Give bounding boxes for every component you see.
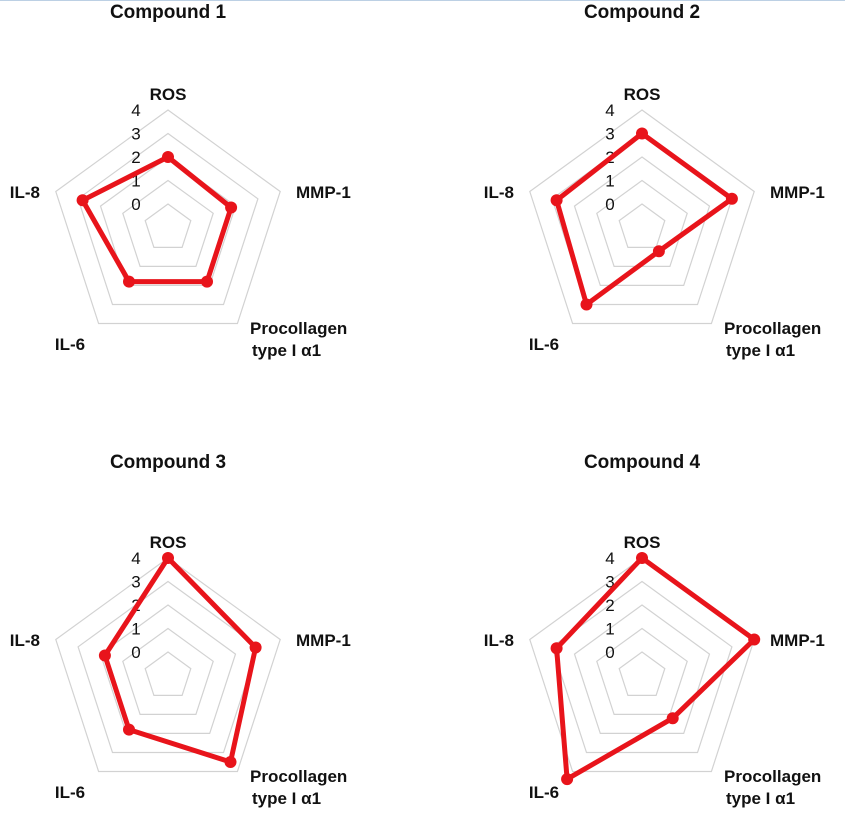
data-point bbox=[98, 649, 111, 662]
grid-ring bbox=[77, 132, 259, 306]
data-point bbox=[550, 194, 563, 207]
axis-label: IL-6 bbox=[55, 783, 85, 802]
data-point bbox=[201, 275, 213, 288]
grid-ring bbox=[618, 651, 666, 697]
series-line bbox=[102, 555, 259, 765]
axis-label: Procollagen type I α1 bbox=[250, 767, 347, 808]
tick-label: 3 bbox=[605, 573, 614, 592]
axis-label: ROS bbox=[624, 85, 661, 104]
grid-ring bbox=[529, 109, 755, 325]
axis-label: IL-6 bbox=[529, 335, 559, 354]
grid-ring bbox=[144, 651, 192, 697]
axis-label: IL-8 bbox=[10, 631, 40, 650]
tick-label: 0 bbox=[131, 195, 140, 214]
data-point bbox=[636, 127, 648, 140]
tick-label: 1 bbox=[131, 620, 140, 639]
tick-label: 1 bbox=[131, 172, 140, 191]
data-point bbox=[123, 275, 135, 288]
tick-label: 1 bbox=[605, 172, 614, 191]
axis-label: MMP-1 bbox=[770, 183, 825, 202]
tick-label: 0 bbox=[605, 643, 614, 662]
data-point bbox=[561, 773, 574, 786]
data-point bbox=[580, 298, 593, 311]
data-point bbox=[224, 756, 237, 768]
radar-chart-1: Compound 1 0 1 2 3 4 ROS MMP-1 Procollagen type I… bbox=[10, 2, 351, 360]
tick-label: 0 bbox=[605, 195, 614, 214]
axis-label: IL-6 bbox=[529, 783, 559, 802]
axis-label: IL-8 bbox=[10, 183, 40, 202]
data-point bbox=[76, 194, 89, 207]
tick-label: 3 bbox=[131, 125, 140, 144]
tick-label: 2 bbox=[605, 596, 614, 615]
axis-label: IL-8 bbox=[484, 183, 514, 202]
grid-ring bbox=[122, 627, 214, 716]
data-point bbox=[225, 201, 238, 214]
tick-label: 2 bbox=[131, 148, 140, 167]
data-point bbox=[748, 633, 761, 646]
data-point bbox=[725, 192, 738, 205]
data-point bbox=[550, 642, 563, 655]
chart-title: Compound 1 bbox=[110, 2, 227, 23]
tick-label: 4 bbox=[131, 101, 140, 120]
grid-ring bbox=[99, 156, 237, 286]
axis-label: IL-6 bbox=[55, 335, 85, 354]
grid-ring bbox=[573, 156, 711, 286]
chart-title: Compound 2 bbox=[584, 2, 700, 23]
chart-title: Compound 3 bbox=[110, 452, 226, 473]
tick-label: 0 bbox=[131, 643, 140, 662]
axis-label: ROS bbox=[150, 85, 187, 104]
data-point bbox=[162, 151, 174, 163]
grid-ring bbox=[55, 109, 281, 325]
tick-label: 3 bbox=[131, 573, 140, 592]
tick-label: 1 bbox=[605, 620, 614, 639]
data-point bbox=[249, 641, 262, 654]
tick-label: 4 bbox=[605, 101, 614, 120]
radar-chart-4: Compound 4 0 1 2 3 4 ROS MMP-1 Procollagen type I… bbox=[484, 452, 825, 808]
grid-ring bbox=[596, 627, 688, 716]
grid-ring bbox=[144, 203, 192, 248]
series-line bbox=[80, 154, 234, 285]
axis-label: MMP-1 bbox=[296, 631, 351, 650]
top-border-line bbox=[0, 0, 845, 1]
data-point bbox=[123, 723, 135, 736]
data-point bbox=[162, 552, 174, 564]
data-point bbox=[636, 552, 648, 564]
series-line bbox=[554, 131, 735, 307]
axis-label: Procollagen type I α1 bbox=[724, 319, 821, 360]
tick-label: 3 bbox=[605, 125, 614, 144]
tick-label: 4 bbox=[131, 549, 140, 568]
grid-ring bbox=[618, 203, 666, 248]
axis-label: Procollagen type I α1 bbox=[250, 319, 347, 360]
axis-label: Procollagen type I α1 bbox=[724, 767, 821, 808]
tick-label: 4 bbox=[605, 549, 614, 568]
axis-label: MMP-1 bbox=[296, 183, 351, 202]
grid-ring bbox=[596, 179, 688, 267]
chart-title: Compound 4 bbox=[584, 452, 701, 473]
grid-ring bbox=[122, 179, 214, 267]
data-point bbox=[652, 245, 665, 258]
grid-ring bbox=[55, 557, 281, 773]
axis-label: MMP-1 bbox=[770, 631, 825, 650]
axis-label: ROS bbox=[624, 533, 661, 552]
series-line bbox=[554, 555, 757, 782]
axis-label: IL-8 bbox=[484, 631, 514, 650]
data-point bbox=[666, 712, 679, 725]
axis-label: ROS bbox=[150, 533, 187, 552]
